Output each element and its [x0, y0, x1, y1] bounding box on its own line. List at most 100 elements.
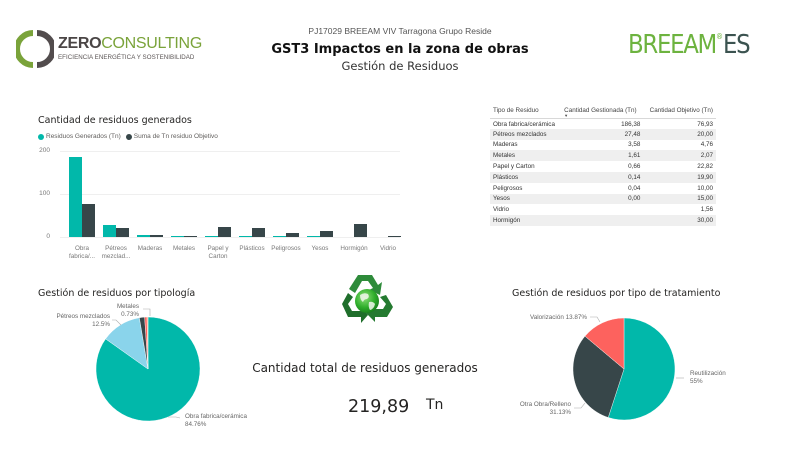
- x-axis-label-line1: Maderas: [137, 245, 163, 252]
- table-header-row: Tipo de Residuo Cantidad Gestionada (Tn)…: [490, 104, 716, 119]
- cell-tipo: Maderas: [493, 141, 518, 149]
- legend-dot-objective-icon: [125, 133, 132, 140]
- x-axis-label: Peligrosos: [269, 245, 303, 253]
- bar-objective[interactable]: [388, 236, 401, 237]
- cell-objetivo: 10,00: [697, 184, 713, 192]
- col-header-tipo[interactable]: Tipo de Residuo: [490, 104, 562, 119]
- cell-gestionada: 0,14: [561, 171, 644, 183]
- bar-objective[interactable]: [286, 232, 299, 237]
- leader-obra: [168, 416, 181, 419]
- pie-slice[interactable]: [572, 335, 625, 418]
- bar-generated[interactable]: [137, 235, 150, 237]
- cell-tipo: Vidrio: [493, 206, 509, 214]
- page-subtitle: Gestión de Residuos: [341, 59, 459, 73]
- bar-chart-legend[interactable]: Residuos Generados (Tn) Suma de Tn resid…: [38, 133, 218, 140]
- table-row[interactable]: Pétreos mezclados 27,48 20,00: [490, 128, 716, 140]
- pie-label-relleno-name: Otra Obra/Relleno: [519, 401, 571, 408]
- x-axis-label-line1: Obra: [75, 245, 89, 252]
- project-code: PJ17029 BREEAM VIV Tarragona Grupo Resid…: [308, 26, 492, 36]
- bar-generated[interactable]: [273, 235, 286, 237]
- pie-slice[interactable]: [146, 316, 149, 370]
- legend-label-generated[interactable]: Residuos Generados (Tn): [46, 133, 121, 140]
- table-row[interactable]: Hormigón 30,00: [490, 215, 716, 226]
- pie-slice[interactable]: [607, 317, 676, 421]
- cell-gestionada: 0,04: [628, 184, 641, 192]
- cell-objetivo: 4,76: [700, 141, 713, 149]
- bar-generated[interactable]: [239, 235, 252, 237]
- bar-objective[interactable]: [320, 230, 333, 237]
- cell-tipo: Papel y Carton: [493, 163, 535, 171]
- cell-tipo: Hormigón: [490, 215, 562, 226]
- zero-consulting-tagline: EFICIENCIA ENERGÉTICA Y SOSTENIBILIDAD: [58, 54, 195, 61]
- bar-objective[interactable]: [150, 234, 163, 237]
- legend-dot-generated-icon: [38, 133, 44, 140]
- x-axis-label: Hormigón: [337, 245, 371, 253]
- residue-table: Tipo de Residuo Cantidad Gestionada (Tn)…: [490, 104, 716, 226]
- x-axis-label-line1: Plásticos: [239, 245, 265, 252]
- x-axis-label-line1: Peligrosos: [271, 245, 301, 252]
- bar-objective[interactable]: [116, 228, 129, 237]
- bar-objective[interactable]: [82, 203, 95, 237]
- x-axis-label-line2: Carton: [208, 253, 228, 260]
- table-row[interactable]: Plásticos 0,14 19,90: [490, 171, 716, 183]
- x-axis-label: Vidrio: [371, 245, 405, 253]
- x-axis-label: Maderas: [133, 245, 167, 253]
- cell-objetivo: 20,00: [643, 128, 716, 140]
- breeam-es-logo: BREEAM®ES: [628, 30, 751, 60]
- cell-tipo: Metales: [490, 150, 562, 162]
- pie-tratamiento[interactable]: [572, 317, 676, 421]
- zero-consulting-wordmark: ZEROCONSULTING: [58, 35, 202, 52]
- x-axis-label: Plásticos: [235, 245, 269, 253]
- page-title: GST3 Impactos en la zona de obras: [271, 42, 529, 57]
- pie-label-valorizacion: Valorización 13.87%: [530, 314, 587, 321]
- table-row[interactable]: Peligrosos 0,04 10,00: [490, 183, 716, 194]
- kpi-unit: Tn: [426, 397, 444, 413]
- gridline-0: [60, 237, 400, 238]
- cell-gestionada: 3,58: [628, 141, 641, 149]
- bar-objective[interactable]: [354, 224, 367, 237]
- col-header-objetivo[interactable]: Cantidad Objetivo (Tn): [643, 104, 716, 119]
- pie-label-reutilizacion: Reutilización 55%: [690, 370, 726, 385]
- x-axis-label: Pétreos mezclad...: [99, 245, 133, 261]
- legend-label-objective[interactable]: Suma de Tn residuo Objetivo: [133, 133, 218, 140]
- cell-gestionada: 1,61: [561, 150, 644, 162]
- pie-label-reutilizacion-name: Reutilización: [690, 370, 726, 377]
- pie-label-metales-name: Metales: [116, 303, 139, 310]
- kpi-value: 219,89: [348, 397, 410, 417]
- table-row[interactable]: Yesos 0,00 15,00: [490, 193, 716, 205]
- pie-label-reutilizacion-pct: 55%: [690, 377, 703, 385]
- table-row[interactable]: Metales 1,61 2,07: [490, 150, 716, 162]
- x-axis-label-line1: Papel y: [207, 245, 229, 252]
- pie-label-obra: Obra fabrica/cerámica 84.76%: [185, 413, 247, 428]
- col-header-gestionada[interactable]: Cantidad Gestionada (Tn) ▼: [561, 104, 644, 119]
- bar-chart-title: Cantidad de residuos generados: [38, 115, 192, 126]
- pie-label-relleno: Otra Obra/Relleno 31.13%: [515, 401, 571, 416]
- gridline-100: [60, 194, 400, 195]
- y-tick-100: 100: [39, 190, 50, 197]
- leader-metales: [143, 308, 151, 316]
- leader-petreos: [112, 319, 122, 326]
- pie-tipologia[interactable]: [95, 316, 201, 422]
- zero-consulting-ring-icon: [16, 30, 54, 68]
- pie-slice[interactable]: [584, 317, 625, 370]
- bar-generated[interactable]: [171, 235, 184, 237]
- bar-objective[interactable]: [252, 228, 265, 237]
- table-row[interactable]: Vidrio 1,56: [490, 204, 716, 215]
- table-row[interactable]: Obra fabrica/cerámica 186,38 76,93: [490, 118, 716, 129]
- pie-label-relleno-pct: 31.13%: [549, 408, 571, 416]
- bar-objective[interactable]: [184, 236, 197, 237]
- bar-generated[interactable]: [103, 225, 116, 237]
- table-row[interactable]: Papel y Carton 0,66 22,82: [490, 161, 716, 172]
- bar-chart-plot[interactable]: 200 100 0: [39, 147, 401, 240]
- bar-generated[interactable]: [205, 235, 218, 237]
- x-axis-label: Obra fabrica/...: [65, 245, 99, 261]
- x-axis-label-line2: fabrica/...: [69, 253, 95, 260]
- pie-tipologia-title: Gestión de residuos por tipología: [38, 288, 196, 299]
- bar-objective[interactable]: [218, 227, 231, 237]
- bar-generated[interactable]: [69, 156, 82, 237]
- kpi-label: Cantidad total de residuos generados: [252, 361, 478, 375]
- pie-label-metales-pct: 0.73%: [121, 310, 139, 318]
- table-row[interactable]: Maderas 3,58 4,76: [490, 140, 716, 151]
- pie-tratamiento-title: Gestión de residuos por tipo de tratamie…: [512, 288, 721, 299]
- bar-generated[interactable]: [307, 235, 320, 237]
